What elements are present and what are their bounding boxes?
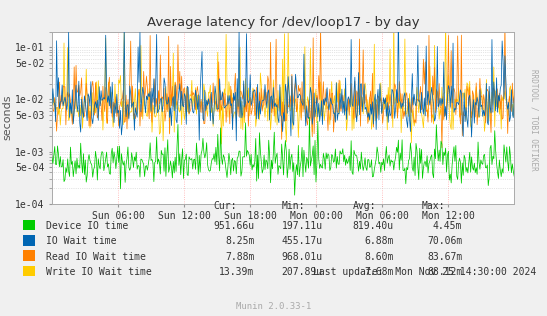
Text: 4.45m: 4.45m [433, 221, 462, 231]
Text: Write IO Wait time: Write IO Wait time [46, 267, 152, 277]
Text: 83.67m: 83.67m [427, 252, 462, 262]
Y-axis label: seconds: seconds [2, 95, 12, 140]
Text: 13.39m: 13.39m [219, 267, 254, 277]
Text: 197.11u: 197.11u [282, 221, 323, 231]
Text: Read IO Wait time: Read IO Wait time [46, 252, 147, 262]
Text: RRDTOOL / TOBI OETIKER: RRDTOOL / TOBI OETIKER [530, 69, 539, 171]
Text: Avg:: Avg: [353, 201, 376, 211]
Text: Min:: Min: [282, 201, 305, 211]
Text: Cur:: Cur: [213, 201, 237, 211]
Text: Last update:  Mon Nov 25 14:30:00 2024: Last update: Mon Nov 25 14:30:00 2024 [313, 267, 536, 277]
Text: 819.40u: 819.40u [353, 221, 394, 231]
Text: 8.60m: 8.60m [364, 252, 394, 262]
Text: 6.88m: 6.88m [364, 236, 394, 246]
Title: Average latency for /dev/loop17 - by day: Average latency for /dev/loop17 - by day [147, 16, 420, 29]
Text: 88.12m: 88.12m [427, 267, 462, 277]
Text: Device IO time: Device IO time [46, 221, 129, 231]
Text: IO Wait time: IO Wait time [46, 236, 117, 246]
Text: 7.88m: 7.88m [225, 252, 254, 262]
Text: 951.66u: 951.66u [213, 221, 254, 231]
Text: 207.89u: 207.89u [282, 267, 323, 277]
Text: 968.01u: 968.01u [282, 252, 323, 262]
Text: 455.17u: 455.17u [282, 236, 323, 246]
Text: 8.25m: 8.25m [225, 236, 254, 246]
Text: Max:: Max: [421, 201, 445, 211]
Text: 70.06m: 70.06m [427, 236, 462, 246]
Text: Munin 2.0.33-1: Munin 2.0.33-1 [236, 302, 311, 311]
Text: 7.68m: 7.68m [364, 267, 394, 277]
